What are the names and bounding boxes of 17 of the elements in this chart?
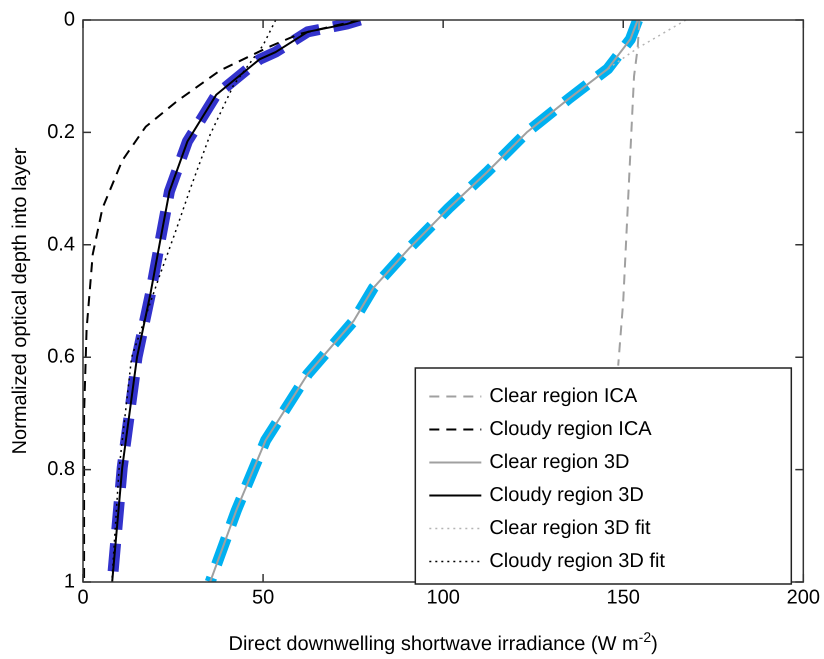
- y-tick-label: 0: [64, 8, 75, 31]
- y-tick-label: 0.2: [47, 120, 75, 143]
- x-tick-label: 200: [786, 586, 820, 609]
- legend-label: Clear region 3D: [489, 451, 630, 474]
- y-tick-label: 0.6: [47, 346, 75, 368]
- legend-label: Clear region ICA: [489, 385, 638, 408]
- y-axis-title: Normalized optical depth into layer: [9, 147, 31, 454]
- x-tick-label: 100: [426, 586, 460, 609]
- legend-label: Cloudy region ICA: [489, 418, 652, 440]
- legend-label: Cloudy region 3D fit: [489, 550, 666, 572]
- legend-label: Clear region 3D fit: [489, 517, 651, 540]
- y-tick-label: 0.8: [47, 458, 75, 480]
- y-tick-label: 1: [64, 570, 75, 593]
- x-tick-label: 50: [252, 586, 274, 609]
- legend-label: Cloudy region 3D: [489, 484, 644, 506]
- x-tick-label: 150: [606, 586, 640, 609]
- y-tick-label: 0.4: [47, 233, 75, 256]
